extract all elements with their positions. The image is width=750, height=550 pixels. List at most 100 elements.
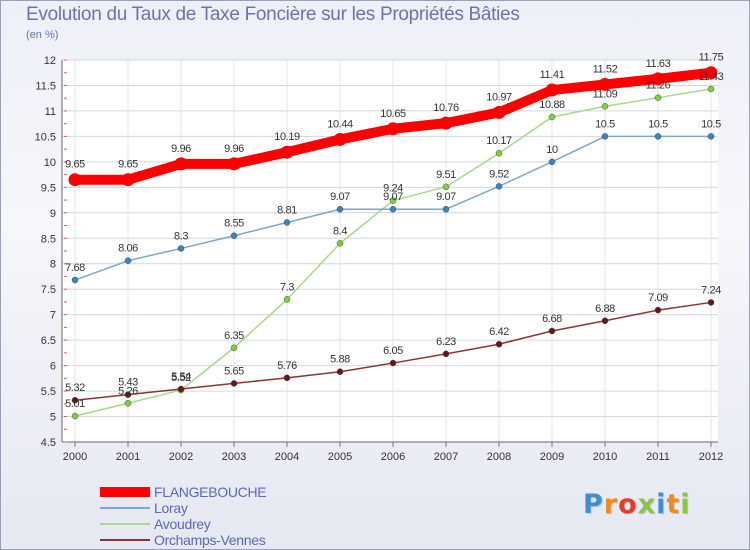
data-label: 9.65 [65,159,85,171]
data-point [704,66,718,80]
data-point [601,317,609,325]
data-label: 5.54 [171,371,191,383]
chart-title: Evolution du Taux de Taxe Foncière sur l… [26,4,520,25]
data-label: 11.41 [540,69,565,81]
legend-item: Loray [100,500,400,516]
data-label: 7.3 [280,281,294,293]
data-label: 7.24 [701,284,721,296]
data-label: 8.55 [224,218,244,230]
data-label: 9.24 [383,183,403,195]
data-point [177,245,185,252]
y-tick-label: 6.5 [41,335,56,347]
data-point [121,173,135,187]
data-point [442,205,450,213]
data-point [230,380,238,387]
data-point [71,276,79,284]
data-point [707,85,715,93]
data-label: 9.96 [171,143,191,155]
data-label: 9.96 [224,143,244,155]
y-tick-label: 9 [50,208,56,220]
y-tick-label: 8.5 [41,233,56,245]
data-label: 10.65 [380,108,406,120]
data-point [333,132,347,146]
data-label: 10.17 [486,135,512,147]
data-label: 10.5 [701,118,721,130]
data-point [492,105,506,119]
data-point [654,306,662,314]
data-point [495,183,503,190]
data-point [707,133,715,140]
data-point [442,183,450,191]
data-point [124,400,132,407]
x-tick-label: 2002 [169,451,193,463]
legend-item: FLANGEBOUCHE [100,484,400,500]
legend-item: Orchamps-Vennes [100,532,400,548]
y-tick-label: 5 [50,412,56,424]
data-label: 9.07 [383,191,403,203]
legend-swatch [100,507,150,509]
y-tick-label: 12 [44,55,56,67]
x-tick-label: 2011 [646,451,670,463]
y-tick-label: 4.5 [41,437,56,449]
x-tick-label: 2010 [593,451,617,463]
legend-item: Avoudrey [100,516,400,532]
data-point [707,299,715,306]
data-point [283,219,291,226]
x-tick-label: 2000 [63,451,87,463]
data-point [548,113,556,121]
data-point [548,158,556,166]
data-point [442,350,450,358]
y-tick-label: 8 [50,259,56,271]
data-point [283,374,291,382]
legend-label: FLANGEBOUCHE [154,484,267,500]
data-label: 8.06 [118,243,138,255]
data-label: 7.09 [648,292,668,304]
data-label: 6.42 [489,326,509,338]
data-label: 11.63 [646,58,671,70]
data-label: 6.88 [595,303,615,315]
y-tick-label: 5.5 [41,386,56,398]
data-label: 10.5 [648,118,668,130]
data-label: 10.5 [595,118,615,130]
x-tick-label: 2012 [699,451,723,463]
data-point [548,327,556,335]
data-label: 11.09 [593,88,618,100]
data-point [336,240,344,247]
data-point [389,359,397,367]
legend-label: Avoudrey [154,516,211,532]
data-label: 7.68 [65,262,85,274]
data-point [439,116,453,130]
data-point [227,157,241,171]
data-point [71,396,79,404]
data-point [230,344,238,352]
y-tick-label: 10.5 [35,131,56,143]
x-tick-label: 2008 [487,451,511,463]
data-label: 9.51 [436,169,456,181]
data-label: 5.88 [330,354,350,366]
data-point [601,133,609,140]
data-label: 5.26 [118,385,138,397]
data-point [177,385,185,393]
logo-letter: r [603,489,619,520]
chart-subtitle: (en %) [26,29,59,41]
legend-swatch [100,539,150,541]
legend-label: Loray [154,500,188,516]
data-point [495,149,503,157]
x-tick-label: 2009 [540,451,564,463]
data-point [71,412,79,420]
data-label: 10.44 [327,118,353,130]
chart-legend: FLANGEBOUCHE Loray Avoudrey Orchamps-Vennes [100,484,400,548]
data-point [389,205,397,213]
legend-swatch [100,523,150,525]
data-point [601,103,609,110]
data-label: 9.52 [489,168,509,180]
logo-letter: o [618,489,638,520]
data-point [545,83,559,97]
y-tick-label: 6 [50,361,56,373]
data-label: 5.65 [224,365,244,377]
y-tick-label: 7.5 [41,284,56,296]
data-point [654,133,662,140]
y-tick-label: 11.5 [35,80,56,92]
logo-letter: i [656,489,667,520]
data-point [68,173,82,187]
